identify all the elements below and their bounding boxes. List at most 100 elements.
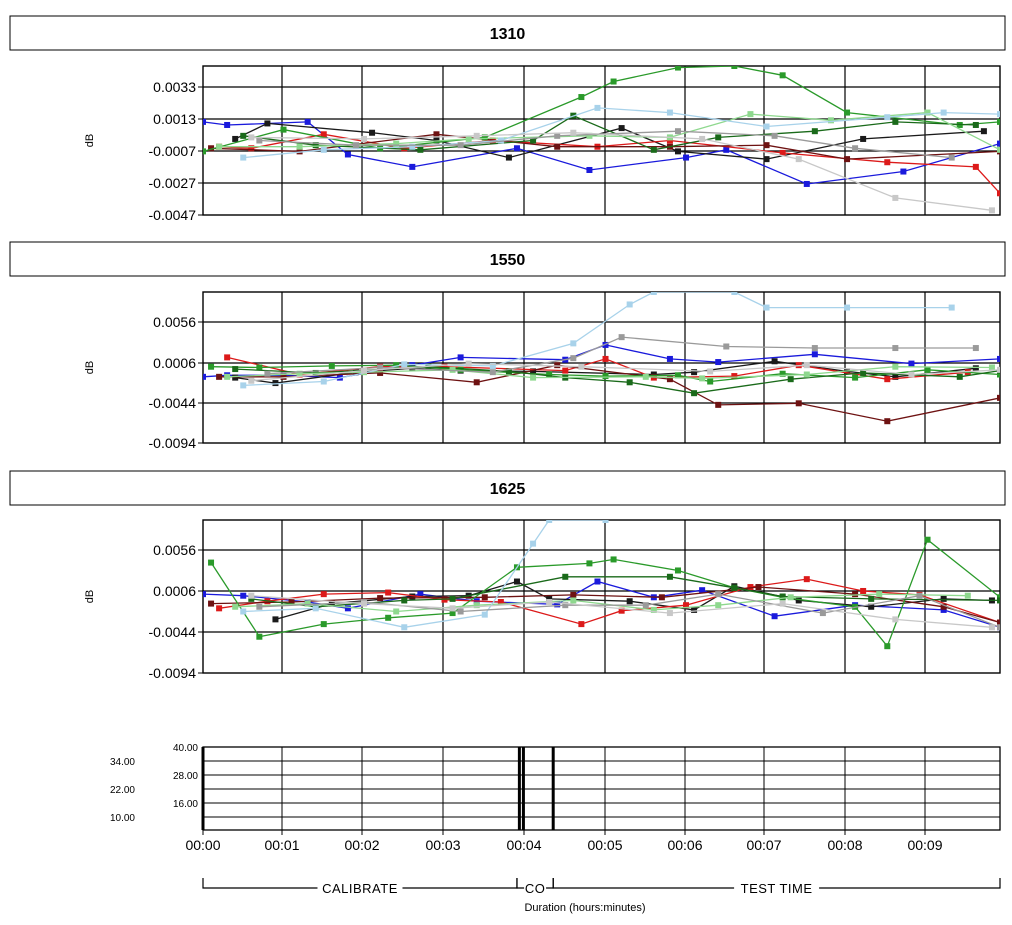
y-tick-label: -0.0007 (149, 143, 197, 159)
y-tick-label: 0.0006 (153, 583, 196, 599)
data-point (481, 594, 488, 601)
data-point (988, 624, 995, 631)
y-axis-label: dB (84, 134, 96, 147)
data-point (457, 366, 464, 373)
data-point (779, 600, 786, 607)
series-line-10 (251, 362, 1000, 382)
data-point (972, 163, 979, 170)
data-point (699, 587, 706, 594)
phase-bracket-right (546, 878, 554, 889)
panel-title: 1625 (490, 481, 526, 498)
series-line-1 (203, 580, 1000, 628)
data-point (586, 560, 593, 567)
data-point (876, 591, 883, 598)
data-point (674, 66, 681, 71)
timeline-panel: 40.00 28.00 16.00 34.00 22.00 10.00 00:00 00:01… (110, 743, 1001, 914)
data-point (203, 591, 206, 598)
data-point (771, 132, 778, 139)
data-point (707, 378, 714, 385)
data-point (489, 362, 496, 369)
data-point (264, 120, 271, 127)
data-point (997, 624, 1000, 631)
data-point (497, 599, 504, 606)
data-point (916, 592, 923, 599)
data-point (594, 578, 601, 585)
data-point (401, 597, 408, 604)
data-point (715, 602, 722, 609)
data-point (377, 364, 384, 371)
x-tick-label: 00:04 (506, 837, 541, 853)
data-point (940, 606, 947, 613)
data-point (618, 607, 625, 614)
data-point (320, 591, 327, 598)
data-point (997, 118, 1000, 125)
data-point (208, 363, 215, 370)
series-line-6 (243, 114, 976, 151)
data-point (844, 304, 851, 311)
data-point (900, 168, 907, 175)
data-point (980, 128, 987, 135)
data-point (924, 366, 931, 373)
data-point (731, 66, 738, 69)
timeline-y-tick-label: 22.00 (110, 785, 135, 796)
data-point (586, 166, 593, 173)
data-point (248, 134, 255, 141)
data-point (417, 146, 424, 153)
data-point (344, 151, 351, 158)
panel-title: 1550 (490, 252, 526, 269)
data-point (401, 361, 408, 368)
data-point (481, 611, 488, 618)
y-tick-label: 0.0006 (153, 355, 196, 371)
data-point (344, 605, 351, 612)
data-point (868, 595, 875, 602)
timeline-marker (521, 747, 525, 830)
panel-1550: 1550 0.0056 0.0006 -0.0044 -0.0094 dB (9, 241, 1006, 451)
data-point (779, 593, 786, 600)
data-point (844, 109, 851, 116)
data-point (546, 595, 553, 602)
data-point (803, 180, 810, 187)
data-point (940, 595, 947, 602)
data-point (674, 148, 681, 155)
panel-title: 1310 (490, 26, 526, 43)
data-point (924, 109, 931, 116)
data-point (699, 375, 706, 382)
data-point (683, 602, 690, 609)
data-point (216, 143, 223, 150)
data-point (320, 621, 327, 628)
data-point (658, 594, 665, 601)
data-point (666, 573, 673, 580)
data-point (827, 117, 834, 124)
data-point (771, 613, 778, 620)
data-point (312, 605, 319, 612)
data-point (972, 345, 979, 352)
series-line-10 (251, 132, 992, 211)
data-point (224, 373, 231, 380)
data-point (860, 587, 867, 594)
data-point (240, 608, 247, 615)
data-point (972, 121, 979, 128)
data-point (248, 592, 255, 599)
data-point (988, 364, 995, 371)
data-point (602, 341, 609, 348)
data-point (562, 573, 569, 580)
data-point (787, 376, 794, 383)
data-point (795, 597, 802, 604)
data-point (860, 369, 867, 376)
y-tick-label: -0.0044 (149, 395, 197, 411)
data-point (224, 121, 231, 128)
data-point (852, 374, 859, 381)
data-point (578, 94, 585, 101)
data-point (650, 606, 657, 613)
data-point (296, 143, 303, 150)
data-point (505, 368, 512, 375)
x-tick-label: 00:08 (827, 837, 862, 853)
data-point (328, 362, 335, 369)
panel-title-box (9, 15, 1006, 51)
data-point (264, 370, 271, 377)
data-point (248, 145, 255, 152)
data-point (779, 149, 786, 156)
data-point (892, 373, 899, 380)
data-point (972, 365, 979, 372)
